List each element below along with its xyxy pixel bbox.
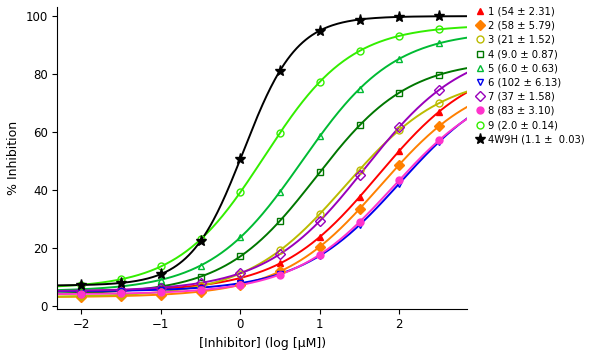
Y-axis label: % Inhibition: % Inhibition — [7, 121, 20, 195]
X-axis label: [Inhibitor] (log [μM]): [Inhibitor] (log [μM]) — [198, 337, 326, 350]
Legend: 1 (54 ± 2.31), 2 (58 ± 5.79), 3 (21 ± 1.52), 4 (9.0 ± 0.87), 5 (6.0 ± 0.63), 6 (: 1 (54 ± 2.31), 2 (58 ± 5.79), 3 (21 ± 1.… — [476, 6, 584, 144]
